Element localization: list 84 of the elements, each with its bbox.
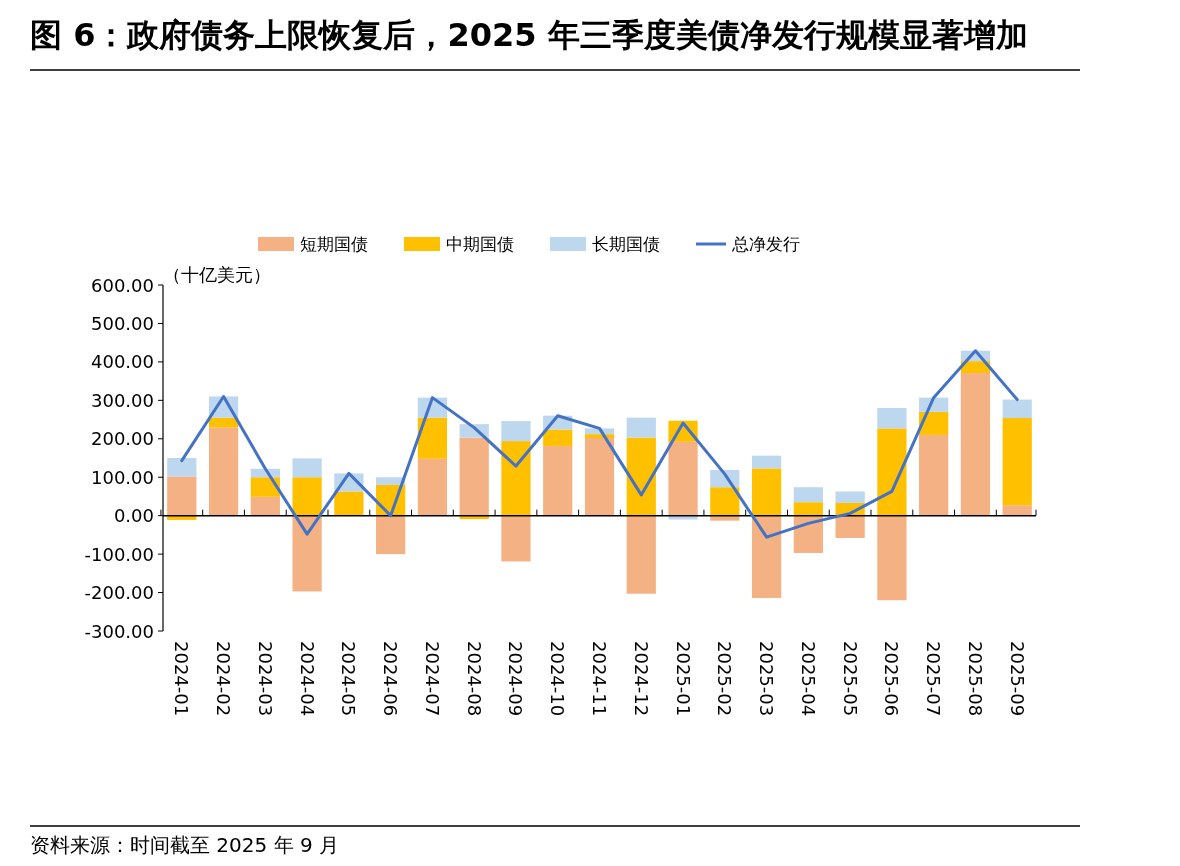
chart-title: 图 6：政府债务上限恢复后，2025 年三季度美债净发行规模显著增加 xyxy=(30,16,1028,54)
bar xyxy=(710,487,740,516)
bar xyxy=(501,421,531,442)
x-tick-label: 2025-05 xyxy=(839,641,861,717)
bar xyxy=(292,458,322,478)
x-tick-label: 2024-04 xyxy=(296,641,318,717)
legend-label: 短期国债 xyxy=(300,234,368,254)
bar xyxy=(835,515,865,538)
x-tick-label: 2025-07 xyxy=(923,641,945,717)
x-tick-label: 2024-05 xyxy=(338,641,360,717)
x-tick-label: 2025-08 xyxy=(964,641,986,717)
y-tick-label: 400.00 xyxy=(91,351,154,373)
bar xyxy=(292,477,322,516)
y-tick-label: 300.00 xyxy=(91,389,154,411)
line-series xyxy=(180,349,1019,539)
legend-label: 总净发行 xyxy=(731,234,800,254)
bar xyxy=(292,515,322,592)
x-tick-label: 2024-03 xyxy=(254,641,276,717)
legend-label: 长期国债 xyxy=(592,234,660,254)
bar xyxy=(960,373,991,516)
x-tick-label: 2024-10 xyxy=(547,641,569,717)
y-tick-label: 600.00 xyxy=(91,274,154,296)
bar xyxy=(793,487,823,503)
bar xyxy=(626,437,656,516)
y-tick-label: 0.00 xyxy=(113,505,154,527)
bar xyxy=(334,491,364,516)
bar xyxy=(543,446,573,516)
bar xyxy=(877,428,907,516)
bar xyxy=(501,441,531,516)
y-tick-label: 200.00 xyxy=(91,428,154,450)
bar xyxy=(417,458,448,516)
bar xyxy=(710,515,740,521)
bar xyxy=(835,491,865,503)
y-tick-label: 500.00 xyxy=(91,312,154,334)
y-axis-title: （十亿美元） xyxy=(163,264,271,285)
x-tick-label: 2024-02 xyxy=(213,641,235,717)
x-tick-label: 2025-01 xyxy=(672,641,694,717)
bar xyxy=(167,515,197,520)
bar xyxy=(250,477,280,497)
y-tick-label: -300.00 xyxy=(84,620,154,642)
x-tick-label: 2025-06 xyxy=(881,641,903,717)
bar xyxy=(919,411,949,435)
y-tick-label: 100.00 xyxy=(91,466,154,488)
bar xyxy=(668,441,698,516)
bar xyxy=(417,417,448,459)
y-tick-label: -200.00 xyxy=(84,582,154,604)
bar xyxy=(167,476,197,516)
bar xyxy=(459,437,489,516)
x-tick-label: 2025-04 xyxy=(797,641,819,717)
bar xyxy=(877,515,907,601)
bar xyxy=(626,515,656,594)
x-tick-label: 2024-09 xyxy=(505,641,527,717)
legend-label: 中期国债 xyxy=(446,234,514,254)
bar xyxy=(877,408,907,429)
bar xyxy=(208,417,239,428)
bar xyxy=(208,427,239,516)
bar xyxy=(584,438,615,516)
x-tick-label: 2024-06 xyxy=(380,641,402,717)
bar xyxy=(919,434,949,516)
bar xyxy=(793,515,823,553)
y-tick-label: -100.00 xyxy=(84,543,154,565)
x-tick-label: 2024-07 xyxy=(421,641,443,717)
bar xyxy=(501,515,531,562)
bar xyxy=(626,417,656,438)
bar xyxy=(250,496,280,516)
x-tick-label: 2025-03 xyxy=(756,641,778,717)
x-tick-label: 2025-02 xyxy=(714,641,736,717)
bar xyxy=(751,455,782,469)
x-tick-label: 2024-01 xyxy=(171,641,193,717)
bar xyxy=(1002,399,1032,419)
x-tick-label: 2024-12 xyxy=(630,641,652,717)
bar xyxy=(751,468,782,516)
text: 资料来源：时间截至 2025 年 9 月 xyxy=(30,833,340,857)
bar xyxy=(167,458,197,477)
bar xyxy=(376,515,406,555)
bar xyxy=(793,502,823,516)
bar xyxy=(1002,505,1032,516)
bar xyxy=(543,429,573,447)
x-tick-label: 2024-11 xyxy=(589,641,610,717)
x-tick-label: 2024-08 xyxy=(463,641,485,717)
bar xyxy=(1002,418,1032,506)
bar xyxy=(751,515,782,598)
x-tick-label: 2025-09 xyxy=(1006,641,1028,717)
bar xyxy=(668,515,698,520)
